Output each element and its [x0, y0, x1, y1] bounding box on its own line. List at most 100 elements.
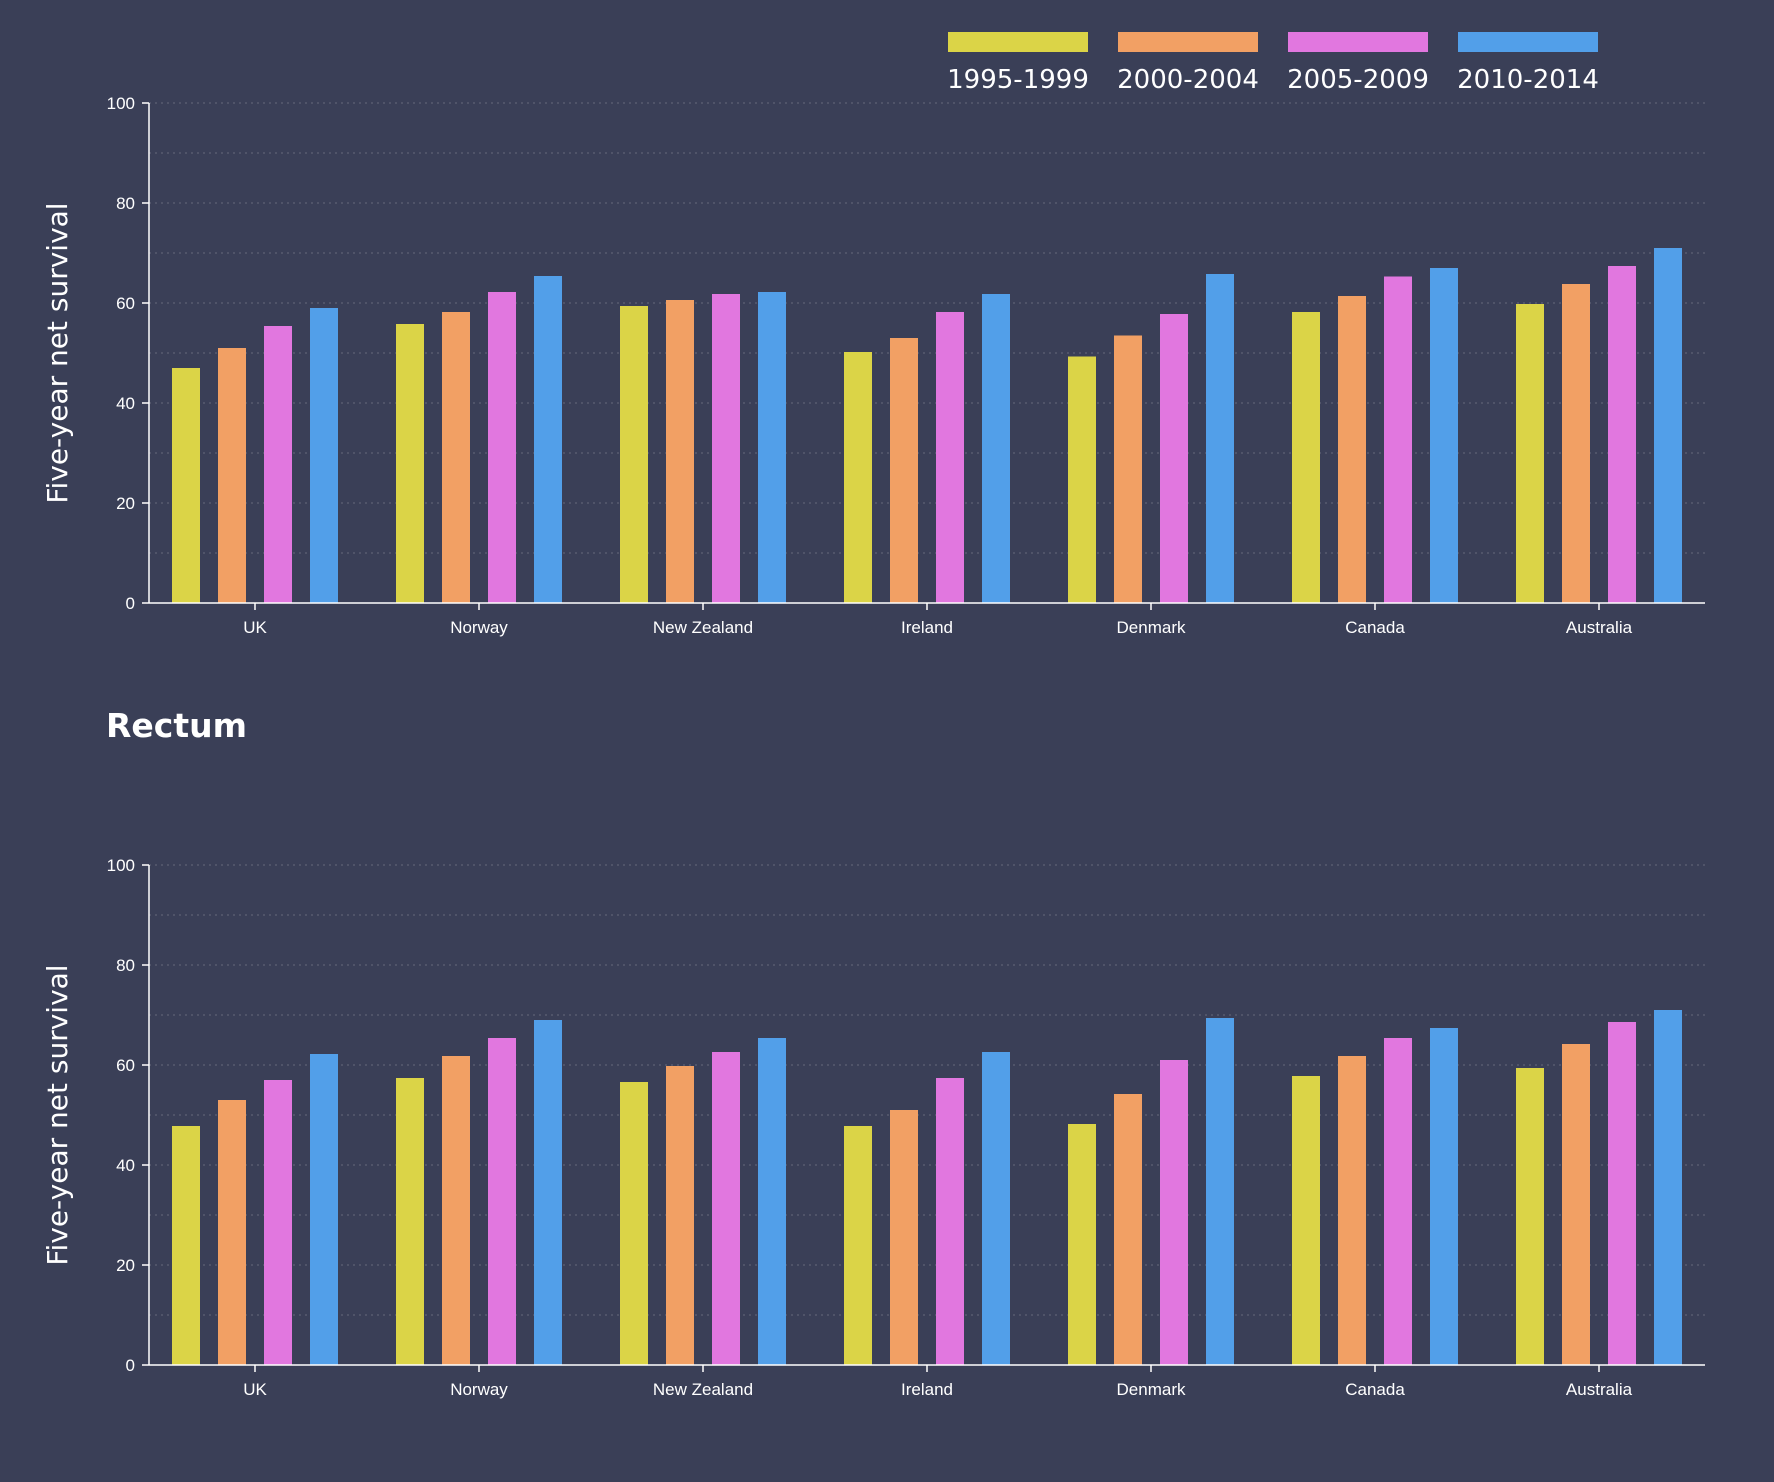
- y-tick-label: 80: [116, 194, 135, 213]
- bar-2005-2009: [712, 294, 740, 603]
- legend-label: 2000-2004: [1117, 65, 1259, 95]
- y-tick-label: 100: [107, 94, 135, 113]
- bar-2000-2004: [1338, 296, 1366, 603]
- bar-2000-2004: [218, 1100, 246, 1365]
- y-tick-label: 40: [116, 394, 135, 413]
- chart-panel-rectum: 0 20 40 60 80 100 UK Norway New Zealand Ireland De…: [41, 706, 1705, 1399]
- x-tick-label: Australia: [1566, 618, 1633, 637]
- x-tick-label: UK: [243, 618, 267, 637]
- bar-2010-2014: [1654, 1010, 1682, 1365]
- bar-2010-2014: [758, 1038, 786, 1365]
- bar-1995-1999: [396, 1078, 424, 1365]
- x-tick-label: Canada: [1345, 618, 1405, 637]
- bar-2000-2004: [442, 312, 470, 603]
- bar-1995-1999: [172, 1126, 200, 1365]
- y-tick-label: 100: [107, 856, 135, 875]
- bar-2005-2009: [712, 1052, 740, 1365]
- bar-2000-2004: [666, 1066, 694, 1365]
- bar-2010-2014: [982, 294, 1010, 603]
- bar-2010-2014: [758, 292, 786, 603]
- bar-1995-1999: [172, 368, 200, 603]
- y-axis-label: Five-year net survival: [41, 202, 74, 503]
- bar-2010-2014: [1430, 1028, 1458, 1365]
- legend-item: 2000-2004: [1117, 32, 1259, 95]
- bar-2000-2004: [890, 338, 918, 603]
- legend-swatch: [1458, 32, 1598, 52]
- y-tick-label: 20: [116, 494, 135, 513]
- panel-title: Rectum: [106, 706, 247, 745]
- bar-2005-2009: [1608, 266, 1636, 603]
- legend-label: 2010-2014: [1457, 65, 1599, 95]
- bar-2005-2009: [936, 1078, 964, 1365]
- legend: 1995-1999 2000-2004 2005-2009 2010-2014: [947, 32, 1599, 95]
- bar-1995-1999: [620, 1082, 648, 1365]
- bar-2005-2009: [936, 312, 964, 603]
- bar-1995-1999: [1068, 1124, 1096, 1365]
- bar-2000-2004: [218, 348, 246, 603]
- bar-2010-2014: [1206, 1018, 1234, 1365]
- bar-2000-2004: [1562, 284, 1590, 603]
- bar-1995-1999: [844, 1126, 872, 1365]
- x-tick-label: Ireland: [901, 1380, 953, 1399]
- legend-swatch: [1118, 32, 1258, 52]
- bar-2010-2014: [1206, 274, 1234, 603]
- bar-1995-1999: [1516, 304, 1544, 603]
- bar-2000-2004: [442, 1056, 470, 1365]
- x-tick-label: Norway: [450, 618, 508, 637]
- legend-item: 2005-2009: [1287, 32, 1429, 95]
- bar-2005-2009: [264, 1080, 292, 1365]
- bar-2005-2009: [1160, 1060, 1188, 1365]
- chart-panel-top: 0 20 40 60 80 100 UK Norway New Zealand Ireland De…: [41, 94, 1705, 637]
- bar-1995-1999: [1292, 312, 1320, 603]
- bar-2010-2014: [310, 1054, 338, 1365]
- legend-item: 1995-1999: [947, 32, 1089, 95]
- bar-1995-1999: [396, 324, 424, 603]
- x-tick-label: New Zealand: [653, 1380, 753, 1399]
- bar-2000-2004: [1562, 1044, 1590, 1365]
- y-tick-label: 20: [116, 1256, 135, 1275]
- bar-2000-2004: [1114, 336, 1142, 604]
- bar-1995-1999: [1068, 357, 1096, 604]
- y-tick-label: 0: [126, 1356, 135, 1375]
- x-tick-label: Australia: [1566, 1380, 1633, 1399]
- x-tick-label: New Zealand: [653, 618, 753, 637]
- bar-2000-2004: [890, 1110, 918, 1365]
- bar-2005-2009: [488, 292, 516, 603]
- bar-2010-2014: [982, 1052, 1010, 1365]
- legend-item: 2010-2014: [1457, 32, 1599, 95]
- bar-2010-2014: [1430, 268, 1458, 603]
- y-tick-label: 60: [116, 294, 135, 313]
- bar-2005-2009: [1608, 1022, 1636, 1365]
- bar-2010-2014: [310, 308, 338, 603]
- y-tick-label: 60: [116, 1056, 135, 1075]
- bar-2005-2009: [1160, 314, 1188, 603]
- y-tick-label: 80: [116, 956, 135, 975]
- bar-2005-2009: [1384, 1038, 1412, 1365]
- bar-2005-2009: [488, 1038, 516, 1365]
- x-tick-label: Denmark: [1117, 1380, 1186, 1399]
- x-tick-label: Canada: [1345, 1380, 1405, 1399]
- bar-2000-2004: [1338, 1056, 1366, 1365]
- legend-swatch: [1288, 32, 1428, 52]
- legend-label: 2005-2009: [1287, 65, 1429, 95]
- y-axis-label: Five-year net survival: [41, 964, 74, 1265]
- legend-swatch: [948, 32, 1088, 52]
- bar-2000-2004: [666, 300, 694, 603]
- x-tick-label: Denmark: [1117, 618, 1186, 637]
- bar-2010-2014: [534, 1020, 562, 1365]
- legend-label: 1995-1999: [947, 65, 1089, 95]
- bar-2010-2014: [534, 276, 562, 603]
- x-tick-label: UK: [243, 1380, 267, 1399]
- bar-1995-1999: [1516, 1068, 1544, 1365]
- bar-2005-2009: [264, 326, 292, 603]
- bar-2005-2009: [1384, 277, 1412, 604]
- bar-2010-2014: [1654, 248, 1682, 603]
- bar-1995-1999: [844, 352, 872, 603]
- y-tick-label: 40: [116, 1156, 135, 1175]
- x-tick-label: Ireland: [901, 618, 953, 637]
- x-tick-label: Norway: [450, 1380, 508, 1399]
- bar-1995-1999: [1292, 1076, 1320, 1365]
- y-tick-label: 0: [126, 594, 135, 613]
